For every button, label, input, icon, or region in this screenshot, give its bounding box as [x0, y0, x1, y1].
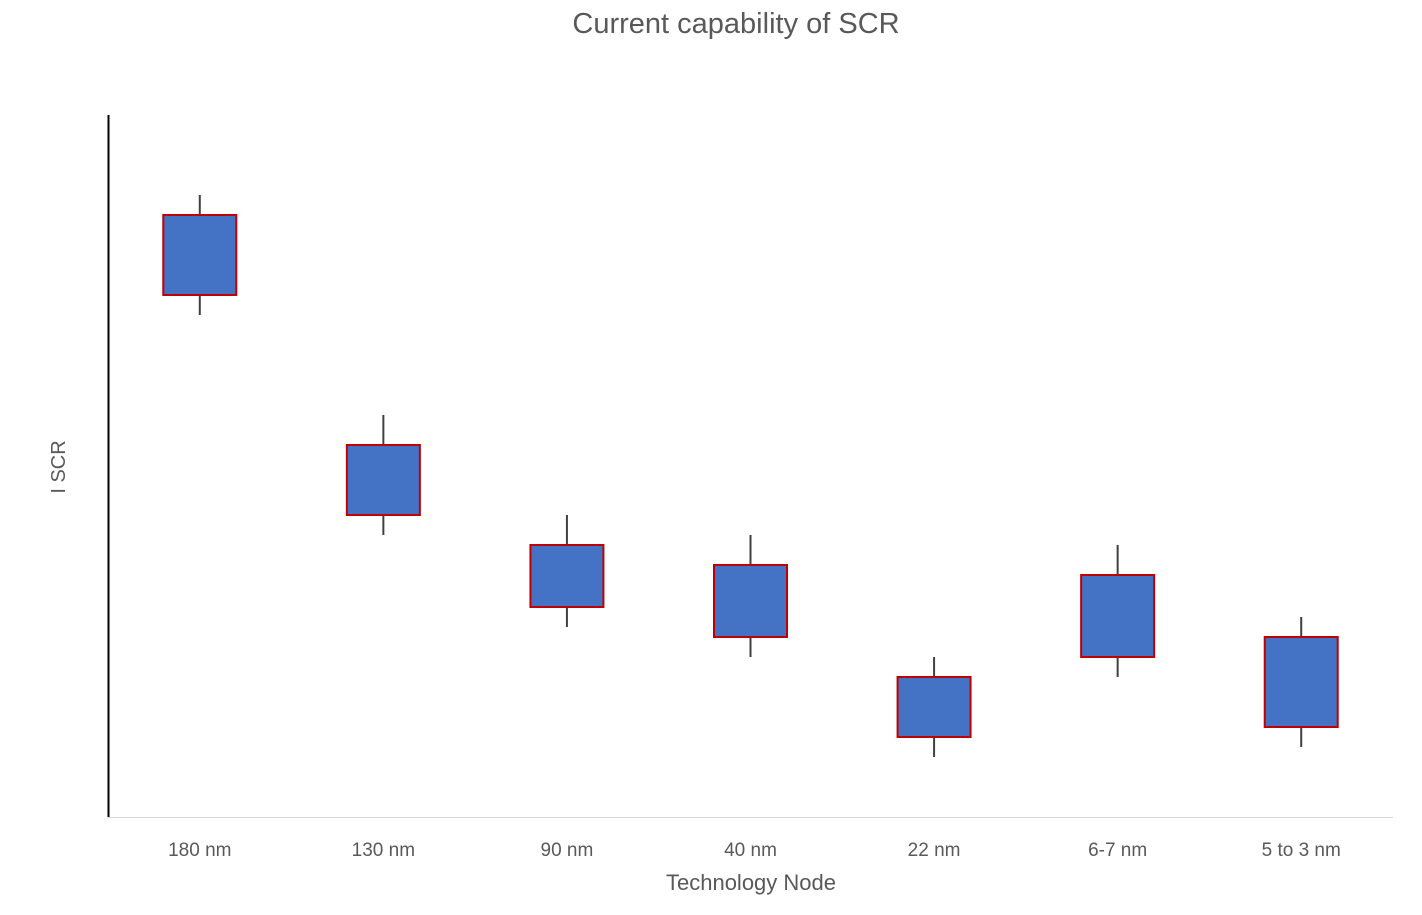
candle-box	[529, 544, 605, 608]
x-axis-label: Technology Node	[666, 870, 836, 895]
candle-box	[345, 444, 421, 516]
chart-title: Current capability of SCR	[572, 8, 899, 40]
candle-box	[162, 214, 238, 296]
candle-box	[1263, 636, 1339, 728]
x-tick-label: 40 nm	[724, 840, 777, 861]
y-axis-label: I SCR	[48, 440, 70, 493]
x-tick-label: 180 nm	[168, 840, 231, 861]
candle-box	[896, 676, 972, 738]
candle-box	[1080, 574, 1156, 658]
x-tick-label: 6-7 nm	[1088, 840, 1147, 861]
candle-box	[713, 564, 788, 638]
x-tick-label: 130 nm	[352, 840, 415, 861]
x-tick-label: 22 nm	[908, 840, 961, 861]
x-tick-label: 5 to 3 nm	[1262, 840, 1341, 861]
x-tick-label: 90 nm	[541, 840, 594, 861]
